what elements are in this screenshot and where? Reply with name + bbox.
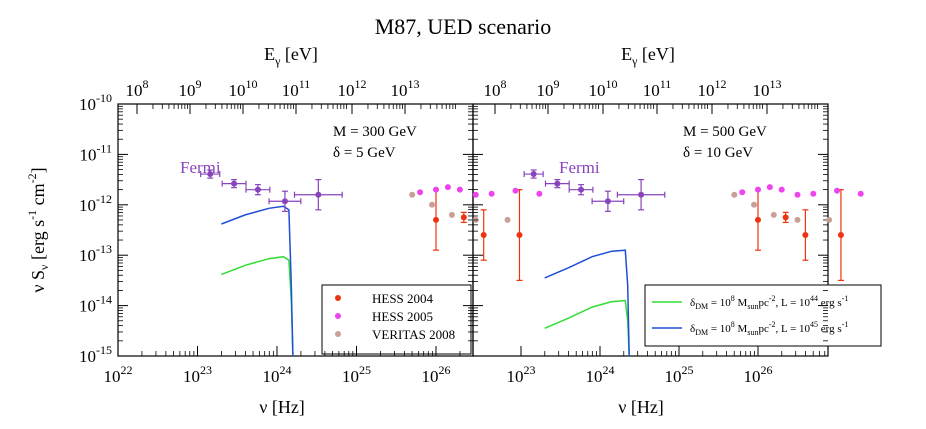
- data-point: [207, 171, 214, 178]
- y-tick-label: 10-14: [79, 293, 112, 316]
- data-point: [488, 190, 495, 197]
- data-point: [315, 191, 322, 198]
- data-point: [433, 186, 439, 193]
- x-axis-label-right: ν [Hz]: [618, 397, 664, 417]
- model-curve: [544, 249, 630, 356]
- x-tick-label: 1023: [183, 363, 212, 386]
- top-axis-label-right: Eγ [eV]: [621, 44, 675, 68]
- data-point: [460, 214, 467, 221]
- top-tick-label: 109: [537, 77, 560, 100]
- annotation-fermi-right: Fermi: [559, 158, 600, 177]
- legend-label-veritas-2008: VERITAS 2008: [372, 327, 455, 342]
- x-tick-label: 1026: [422, 363, 451, 386]
- data-point: [448, 211, 455, 218]
- top-tick-label: 1011: [282, 77, 311, 100]
- data-point: [782, 214, 789, 221]
- legend-marker-hess-2005: [335, 313, 341, 319]
- data-point: [512, 187, 519, 194]
- data-point: [429, 201, 436, 208]
- data-point: [755, 216, 761, 223]
- data-point: [834, 187, 840, 194]
- annotation-delta-left: δ = 5 GeV: [333, 145, 396, 161]
- top-axis-label-left: Eγ [eV]: [264, 44, 318, 68]
- data-point: [444, 184, 451, 191]
- data-point: [766, 184, 773, 191]
- data-point: [578, 186, 585, 193]
- top-tick-label: 1010: [589, 77, 618, 100]
- x-tick-label: 1025: [342, 363, 371, 386]
- legend-label-hess-2004: HESS 2004: [372, 291, 434, 306]
- annotation-mass-right: M = 500 GeV: [683, 124, 767, 140]
- data-point: [810, 190, 817, 197]
- x-tick-label: 1023: [507, 363, 536, 386]
- data-point: [731, 191, 738, 198]
- top-tick-label: 1011: [643, 77, 672, 100]
- data-point: [739, 189, 746, 196]
- y-axis-label: ν Sν [erg s-1 cm-2]: [25, 167, 51, 292]
- y-tick-label: 10-10: [79, 91, 112, 114]
- data-point: [770, 211, 777, 218]
- data-point: [433, 216, 439, 223]
- y-tick-label: 10-15: [79, 343, 112, 366]
- model-curve: [221, 205, 294, 356]
- data-point: [638, 191, 645, 198]
- data-point: [837, 232, 844, 239]
- data-point: [504, 216, 511, 223]
- data-point: [794, 191, 801, 198]
- data-point: [826, 216, 833, 223]
- top-tick-label: 1012: [338, 77, 367, 100]
- y-tick-label: 10-11: [79, 141, 112, 164]
- top-tick-label: 1012: [698, 77, 727, 100]
- legend-label-hess-2005: HESS 2005: [372, 309, 433, 324]
- top-tick-label: 1013: [391, 77, 420, 100]
- legend-right: δDM = 108 Msunpc-2, L = 1044 erg s-1 δDM…: [644, 284, 882, 347]
- legend-label-l45: δDM = 108 Msunpc-2, L = 1045 erg s-1: [690, 320, 848, 337]
- data-point: [417, 189, 424, 196]
- data-point: [456, 186, 463, 193]
- top-tick-label: 108: [484, 77, 507, 100]
- legend-label-l44: δDM = 108 Msunpc-2, L = 1044 erg s-1: [690, 294, 848, 311]
- legend-left: HESS 2004 HESS 2005 VERITAS 2008: [321, 284, 472, 355]
- legend-marker-hess-2004: [335, 295, 341, 301]
- figure-title: M87, UED scenario: [375, 14, 552, 39]
- data-point: [409, 191, 416, 198]
- x-tick-label: 1022: [104, 363, 133, 386]
- data-point: [231, 180, 238, 187]
- data-point: [554, 180, 561, 187]
- y-tick-label: 10-13: [79, 242, 112, 265]
- data-point: [751, 201, 758, 208]
- annotation-delta-right: δ = 10 GeV: [683, 145, 753, 161]
- top-tick-label: 109: [179, 77, 202, 100]
- data-point: [536, 190, 543, 197]
- top-tick-label: 1013: [753, 77, 782, 100]
- data-point: [802, 232, 809, 239]
- data-point: [480, 232, 487, 239]
- data-point: [516, 232, 523, 239]
- x-tick-label: 1025: [665, 363, 694, 386]
- top-tick-label: 108: [126, 77, 149, 100]
- data-point: [604, 198, 611, 205]
- top-tick-label: 1010: [229, 77, 258, 100]
- x-tick-label: 1024: [586, 363, 615, 386]
- annotation-mass-left: M = 300 GeV: [333, 124, 417, 140]
- x-tick-label: 1026: [744, 363, 773, 386]
- data-point: [530, 171, 537, 178]
- model-curve: [544, 299, 630, 356]
- y-tick-label: 10-12: [79, 192, 112, 215]
- data-point: [472, 191, 479, 198]
- model-curve: [221, 255, 294, 356]
- data-point: [778, 186, 785, 193]
- data-point: [281, 198, 288, 205]
- legend-marker-veritas-2008: [335, 331, 341, 337]
- data-point: [755, 186, 761, 193]
- data-point: [857, 190, 864, 197]
- data-point: [254, 186, 261, 193]
- x-tick-label: 1024: [263, 363, 292, 386]
- data-point: [794, 216, 801, 223]
- x-axis-label-left: ν [Hz]: [259, 397, 305, 417]
